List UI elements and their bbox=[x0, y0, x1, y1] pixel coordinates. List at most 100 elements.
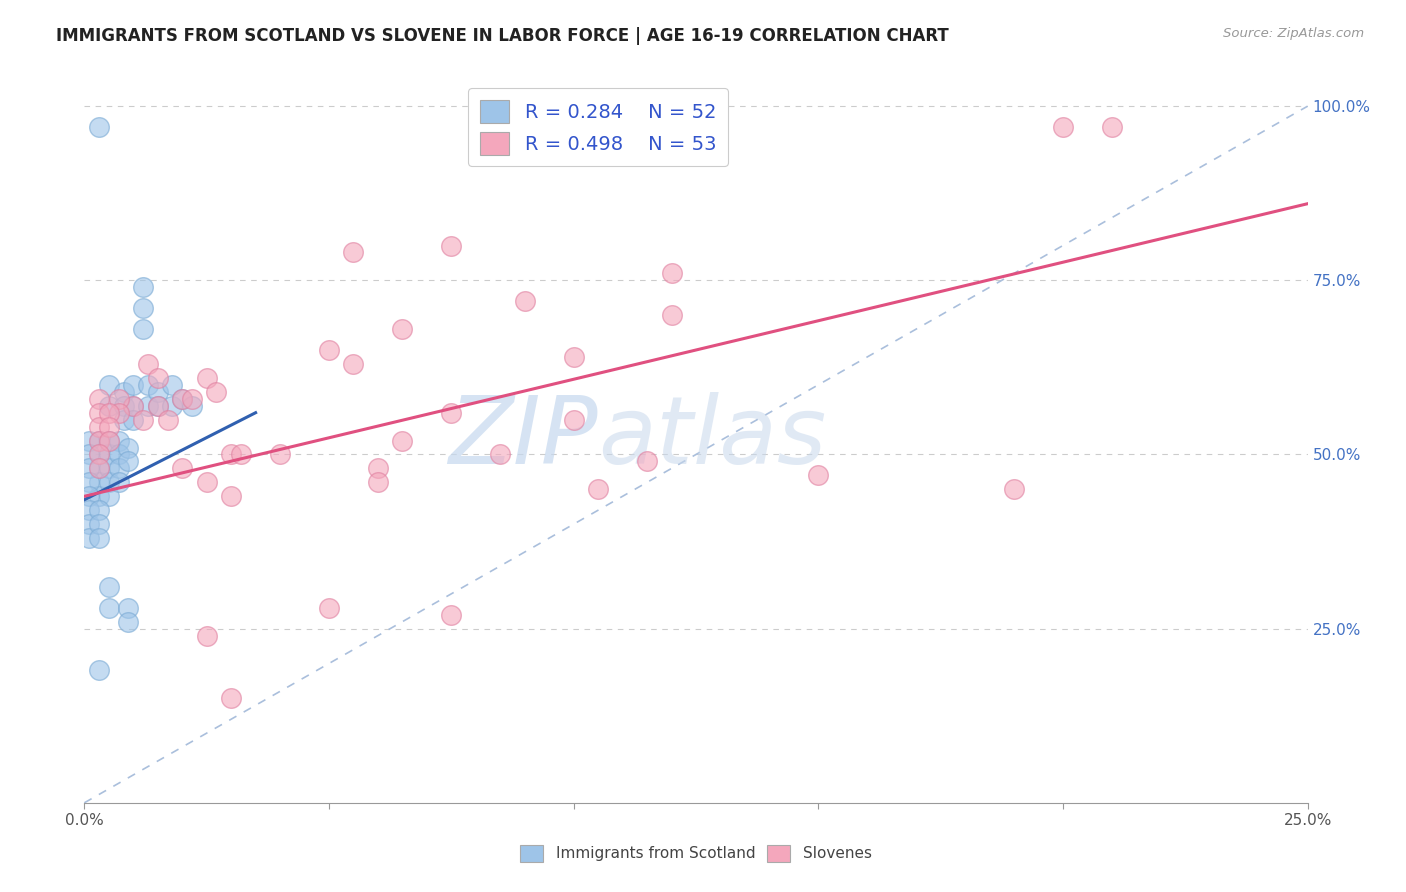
Point bbox=[87, 419, 110, 434]
Point bbox=[661, 308, 683, 322]
Point bbox=[162, 399, 184, 413]
Point bbox=[586, 483, 609, 497]
Point bbox=[77, 531, 100, 545]
Point bbox=[219, 489, 242, 503]
Point bbox=[107, 448, 129, 462]
Point bbox=[136, 357, 159, 371]
Point bbox=[77, 448, 100, 462]
Point bbox=[132, 322, 155, 336]
Point bbox=[107, 406, 129, 420]
Point bbox=[132, 280, 155, 294]
Point bbox=[122, 399, 145, 413]
Point bbox=[367, 461, 389, 475]
Point bbox=[87, 461, 110, 475]
Point bbox=[97, 434, 120, 448]
Point bbox=[107, 461, 129, 475]
Point bbox=[229, 448, 252, 462]
Point bbox=[87, 517, 110, 532]
Point bbox=[77, 489, 100, 503]
Point bbox=[112, 412, 135, 426]
Point bbox=[146, 399, 169, 413]
Point bbox=[205, 384, 228, 399]
Point bbox=[391, 434, 413, 448]
Point bbox=[107, 475, 129, 490]
Point bbox=[489, 448, 512, 462]
Point bbox=[162, 377, 184, 392]
Point bbox=[97, 419, 120, 434]
Point bbox=[87, 461, 110, 475]
Point bbox=[156, 412, 179, 426]
Point bbox=[117, 441, 139, 455]
Point bbox=[146, 384, 169, 399]
Point bbox=[181, 399, 204, 413]
Point bbox=[1052, 120, 1074, 134]
Point bbox=[440, 607, 463, 622]
Point bbox=[342, 245, 364, 260]
Point bbox=[172, 392, 194, 406]
Point bbox=[97, 475, 120, 490]
Point bbox=[107, 392, 129, 406]
Point bbox=[172, 392, 194, 406]
Point bbox=[146, 399, 169, 413]
Point bbox=[562, 412, 585, 426]
Point bbox=[97, 406, 120, 420]
Point bbox=[97, 600, 120, 615]
Point bbox=[97, 489, 120, 503]
Point bbox=[107, 434, 129, 448]
Point bbox=[87, 448, 110, 462]
Text: Source: ZipAtlas.com: Source: ZipAtlas.com bbox=[1223, 27, 1364, 40]
Point bbox=[318, 600, 340, 615]
Point bbox=[97, 434, 120, 448]
Point bbox=[87, 664, 110, 678]
Text: atlas: atlas bbox=[598, 392, 827, 483]
Point bbox=[122, 399, 145, 413]
Point bbox=[132, 301, 155, 316]
Point bbox=[87, 503, 110, 517]
Point bbox=[636, 454, 658, 468]
Point bbox=[112, 384, 135, 399]
Legend: Immigrants from Scotland, Slovenes: Immigrants from Scotland, Slovenes bbox=[515, 838, 877, 868]
Point bbox=[172, 461, 194, 475]
Point bbox=[87, 434, 110, 448]
Text: IMMIGRANTS FROM SCOTLAND VS SLOVENE IN LABOR FORCE | AGE 16-19 CORRELATION CHART: IMMIGRANTS FROM SCOTLAND VS SLOVENE IN L… bbox=[56, 27, 949, 45]
Point bbox=[136, 399, 159, 413]
Point bbox=[87, 406, 110, 420]
Point bbox=[391, 322, 413, 336]
Point bbox=[97, 377, 120, 392]
Point bbox=[117, 615, 139, 629]
Point bbox=[1002, 483, 1025, 497]
Point bbox=[122, 377, 145, 392]
Point bbox=[97, 448, 120, 462]
Point bbox=[87, 489, 110, 503]
Point bbox=[132, 412, 155, 426]
Point bbox=[661, 266, 683, 280]
Point bbox=[87, 531, 110, 545]
Point bbox=[77, 503, 100, 517]
Text: ZIP: ZIP bbox=[449, 392, 598, 483]
Point bbox=[219, 691, 242, 706]
Point bbox=[367, 475, 389, 490]
Point bbox=[195, 371, 218, 385]
Point bbox=[87, 475, 110, 490]
Point bbox=[342, 357, 364, 371]
Point bbox=[87, 392, 110, 406]
Point bbox=[562, 350, 585, 364]
Point bbox=[77, 434, 100, 448]
Point bbox=[440, 238, 463, 252]
Point bbox=[77, 517, 100, 532]
Point bbox=[122, 412, 145, 426]
Point bbox=[97, 461, 120, 475]
Point bbox=[513, 294, 536, 309]
Point bbox=[318, 343, 340, 357]
Point bbox=[269, 448, 291, 462]
Point bbox=[181, 392, 204, 406]
Point bbox=[136, 377, 159, 392]
Point bbox=[77, 461, 100, 475]
Point bbox=[146, 371, 169, 385]
Point bbox=[195, 629, 218, 643]
Point bbox=[87, 434, 110, 448]
Point bbox=[112, 399, 135, 413]
Point bbox=[87, 120, 110, 134]
Point bbox=[117, 454, 139, 468]
Point bbox=[219, 448, 242, 462]
